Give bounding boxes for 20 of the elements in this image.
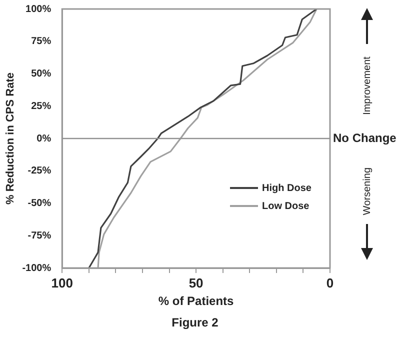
- legend-label: Low Dose: [262, 200, 310, 212]
- y-tick-label: 75%: [31, 36, 52, 48]
- y-tick-label: -75%: [28, 230, 52, 242]
- x-tick-label: 50: [188, 275, 204, 290]
- y-tick-label: -25%: [28, 166, 52, 177]
- y-tick-label: 25%: [31, 100, 52, 112]
- x-tick-label: 100: [51, 275, 73, 290]
- y-tick-label: 100%: [26, 4, 52, 15]
- text: Worsening: [362, 167, 373, 216]
- x-tick-label: 0: [326, 275, 334, 290]
- legend-label: High Dose: [262, 182, 312, 194]
- y-tick-label: 50%: [31, 68, 52, 80]
- y-tick-label: 0%: [36, 133, 52, 144]
- y-axis-title: % Reduction in CPS Rate: [4, 72, 17, 205]
- y-tick-label: -50%: [28, 198, 52, 209]
- y-tick-label: -100%: [22, 262, 52, 274]
- caption: Figure 2: [172, 315, 219, 330]
- x-axis-title: % of Patients: [158, 294, 234, 308]
- ref-line-label: No Change: [333, 130, 397, 145]
- text: Improvement: [362, 56, 373, 115]
